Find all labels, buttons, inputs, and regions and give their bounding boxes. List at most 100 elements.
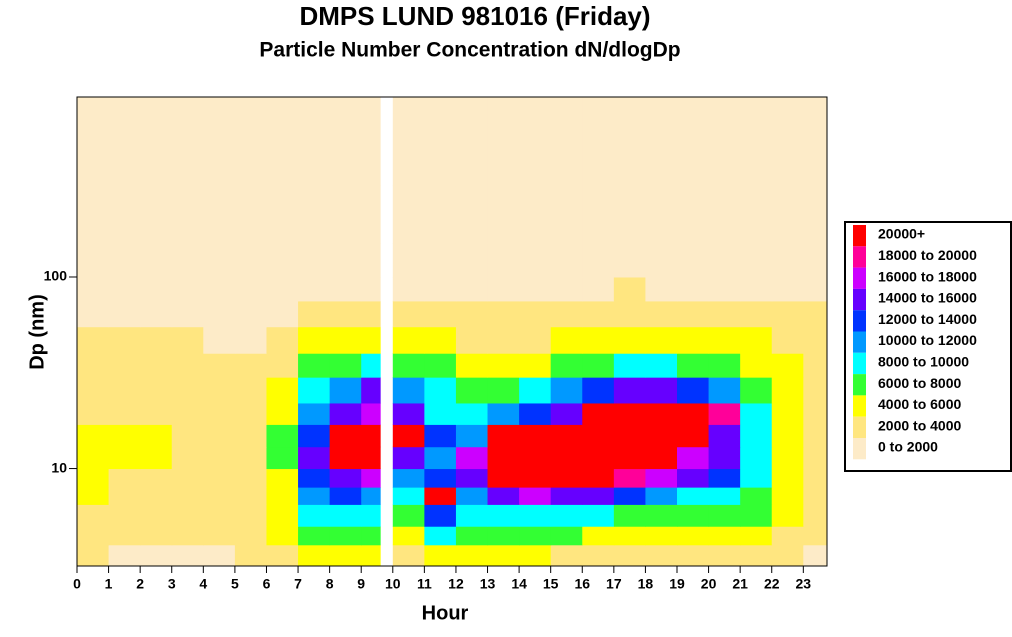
heat-cell [740, 544, 773, 567]
x-tick-label: 4 [199, 576, 207, 592]
heat-cell [77, 185, 110, 244]
heat-cell [803, 276, 828, 302]
heat-cell [613, 276, 646, 302]
y-axis-label: Dp (nm) [26, 294, 48, 370]
heat-cell [266, 544, 299, 567]
heat-cell [708, 276, 741, 302]
heat-cell [234, 424, 267, 448]
heat-cell [740, 402, 773, 425]
legend-label: 4000 to 6000 [878, 396, 961, 412]
heat-cell [677, 353, 710, 378]
heat-cell [803, 424, 828, 448]
heat-cell [740, 446, 773, 470]
heat-cell [582, 326, 615, 354]
legend-label: 16000 to 18000 [878, 268, 977, 284]
y-tick-label: 100 [44, 268, 68, 284]
heat-cell [677, 504, 710, 527]
x-tick-label: 15 [543, 576, 559, 592]
heat-cell [108, 276, 141, 302]
heat-cell [803, 97, 828, 187]
heat-cell [803, 185, 828, 244]
heat-cell [645, 97, 678, 187]
heat-cell [361, 300, 381, 328]
x-tick-label: 22 [764, 576, 780, 592]
heat-cell [487, 446, 520, 470]
heat-cell [361, 487, 381, 505]
heat-cell [519, 326, 552, 354]
heat-cell [455, 446, 489, 470]
heat-cell [455, 526, 489, 546]
heat-cell [519, 276, 552, 302]
heat-cell [203, 446, 236, 470]
heat-cell [645, 276, 678, 302]
heat-cell [677, 468, 710, 488]
heat-cell [582, 300, 615, 328]
heat-cell [424, 468, 457, 488]
heat-cell [298, 243, 331, 278]
heat-cell [234, 526, 267, 546]
heat-cell [361, 97, 381, 187]
heat-cell [140, 487, 173, 505]
heat-cell [108, 544, 141, 567]
heat-cell [329, 300, 362, 328]
heat-cell [708, 424, 741, 448]
legend-label: 14000 to 16000 [878, 290, 977, 306]
heat-cell [771, 276, 804, 302]
heat-cell [203, 526, 236, 546]
heat-cell [234, 544, 267, 567]
heat-cell [519, 487, 552, 505]
heat-cell [645, 326, 678, 354]
heat-cell [487, 468, 520, 488]
heat-cell [77, 424, 110, 448]
legend-label: 10000 to 12000 [878, 332, 977, 348]
heat-cell [298, 276, 331, 302]
x-tick-label: 20 [701, 576, 717, 592]
heat-cell [424, 185, 457, 244]
heat-cell [140, 300, 173, 328]
heat-cell [519, 424, 552, 448]
heat-cell [582, 402, 615, 425]
heat-cell [329, 504, 362, 527]
heat-cell [771, 326, 804, 354]
chart-subtitle: Particle Number Concentration dN/dlogDp [259, 39, 680, 62]
heat-cell [487, 97, 520, 187]
heat-cell [613, 526, 646, 546]
heat-cell [361, 243, 381, 278]
heat-cell [140, 424, 173, 448]
heat-cell [803, 468, 828, 488]
heat-cell [108, 326, 141, 354]
heat-cell [329, 97, 362, 187]
heat-cell [108, 377, 141, 404]
heat-cell [424, 300, 457, 328]
heat-cell [645, 377, 678, 404]
heat-cell [582, 504, 615, 527]
heat-cell [266, 402, 299, 425]
heat-cell [392, 446, 425, 470]
heat-cell [519, 544, 552, 567]
x-tick-label: 6 [263, 576, 271, 592]
heat-cell [487, 300, 520, 328]
heat-cell [266, 97, 299, 187]
heat-cell [424, 97, 457, 187]
heat-cell [266, 504, 299, 527]
heat-cell [77, 300, 110, 328]
heat-cell [582, 353, 615, 378]
heat-cell [392, 300, 425, 328]
heat-cell [108, 446, 141, 470]
heat-cell [740, 468, 773, 488]
heat-cell [77, 446, 110, 470]
heat-cell [645, 353, 678, 378]
heat-cell [677, 326, 710, 354]
heat-cell [171, 326, 204, 354]
heat-cell [108, 468, 141, 488]
heat-cell [234, 402, 267, 425]
legend-swatch [853, 352, 866, 375]
heat-cell [392, 402, 425, 425]
heat-cell [455, 377, 489, 404]
heat-cell [708, 446, 741, 470]
heat-cell [487, 353, 520, 378]
heat-cell [708, 243, 741, 278]
heat-cell [108, 185, 141, 244]
heat-cell [803, 544, 828, 567]
